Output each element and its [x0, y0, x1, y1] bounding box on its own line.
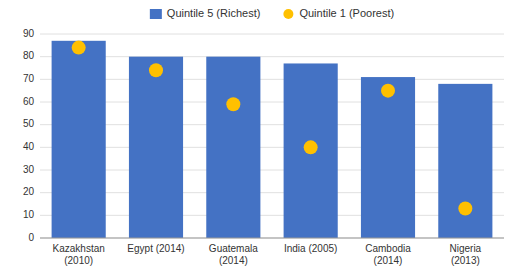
x-tick-label: Kazakhstan(2010) [53, 243, 105, 266]
point [149, 63, 163, 77]
chart: 0 10 20 30 40 50 60 70 80 90 Kazakhstan(2010) Egypt… [0, 0, 514, 280]
y-tick-label: 70 [23, 73, 35, 84]
y-axis: 0 10 20 30 40 50 60 70 80 90 [23, 28, 35, 243]
point [458, 202, 472, 216]
y-tick-label: 40 [23, 141, 35, 152]
y-tick-label: 60 [23, 96, 35, 107]
grid-line [40, 56, 504, 57]
bar [284, 63, 338, 238]
x-tick-label: Cambodia(2014) [365, 243, 411, 266]
bar [438, 84, 492, 238]
series-bar [52, 41, 493, 238]
x-tick-label: Egypt (2014) [127, 243, 184, 254]
legend-item: Quintile 5 (Richest) [150, 7, 261, 19]
x-tick-label: India (2005) [284, 243, 337, 254]
grid [40, 34, 504, 238]
x-tick-label: Nigeria(2013) [449, 243, 481, 266]
grid-line [40, 215, 504, 216]
grid-line [40, 124, 504, 125]
bar [129, 57, 183, 238]
x-tick-label: Guatemala(2014) [209, 243, 258, 266]
x-axis-line [40, 238, 504, 239]
y-tick-label: 90 [23, 28, 35, 39]
y-tick-label: 10 [23, 209, 35, 220]
y-tick-label: 80 [23, 50, 35, 61]
y-tick-label: 0 [28, 232, 34, 243]
grid-line [40, 192, 504, 193]
point [304, 140, 318, 154]
legend-label: Quintile 5 (Richest) [167, 7, 261, 19]
grid-line [40, 170, 504, 171]
series-scatter [72, 41, 473, 216]
bar [206, 57, 260, 238]
grid-line [40, 79, 504, 80]
grid-line [40, 102, 504, 103]
legend-swatch [150, 9, 162, 19]
marks [52, 41, 493, 238]
grid-line [40, 238, 504, 239]
point [381, 84, 395, 98]
x-axis: Kazakhstan(2010) Egypt (2014) Guatemala(20… [40, 238, 504, 266]
legend-label: Quintile 1 (Poorest) [299, 7, 394, 19]
legend-swatch [283, 9, 293, 19]
legend: Quintile 5 (Richest) Quintile 1 (Poorest) [150, 7, 394, 19]
legend-item: Quintile 1 (Poorest) [283, 7, 394, 19]
grid-line [40, 34, 504, 35]
grid-line [40, 147, 504, 148]
bar [361, 77, 415, 238]
y-tick-label: 20 [23, 186, 35, 197]
y-tick-label: 30 [23, 164, 35, 175]
y-tick-label: 50 [23, 118, 35, 129]
bar [52, 41, 106, 238]
point [72, 41, 86, 55]
chart-container: 0 10 20 30 40 50 60 70 80 90 Kazakhstan(2010) Egypt… [0, 0, 514, 280]
point [226, 97, 240, 111]
